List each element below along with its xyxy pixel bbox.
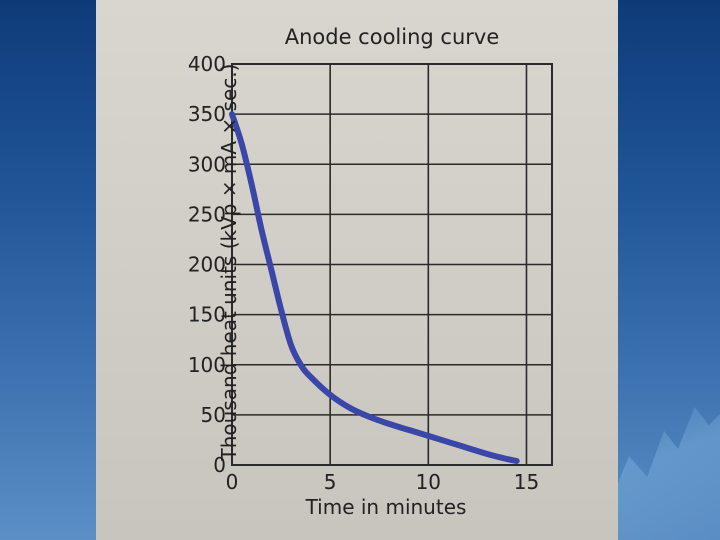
y-tick-label: 150 — [188, 303, 226, 327]
y-axis-label: Thousand heat units (kVp × mA × sec.) — [217, 64, 241, 462]
x-tick-label: 10 — [416, 470, 441, 494]
anode-cooling-chart: Anode cooling curve 05010015020025030035… — [188, 25, 553, 519]
y-tick-label: 100 — [188, 353, 226, 377]
y-tick-label: 50 — [201, 403, 226, 427]
y-axis-ticks: 0 50 100 150 200 250 300 350 400 — [188, 52, 226, 477]
y-tick-label: 300 — [188, 152, 226, 176]
x-tick-label: 0 — [226, 470, 239, 494]
cooling-curve-line — [229, 111, 520, 464]
chart-title: Anode cooling curve — [285, 25, 500, 49]
chart-grid — [231, 63, 553, 466]
x-axis-ticks: 0 5 10 15 — [226, 470, 540, 494]
y-tick-label: 0 — [213, 453, 226, 477]
chart-panel — [96, 0, 618, 540]
y-tick-label: 350 — [188, 102, 226, 126]
y-tick-label: 250 — [188, 202, 226, 226]
x-tick-label: 15 — [514, 470, 539, 494]
x-axis-label: Time in minutes — [305, 495, 467, 519]
y-tick-label: 400 — [188, 52, 226, 76]
y-tick-label: 200 — [188, 253, 226, 277]
x-tick-label: 5 — [324, 470, 337, 494]
